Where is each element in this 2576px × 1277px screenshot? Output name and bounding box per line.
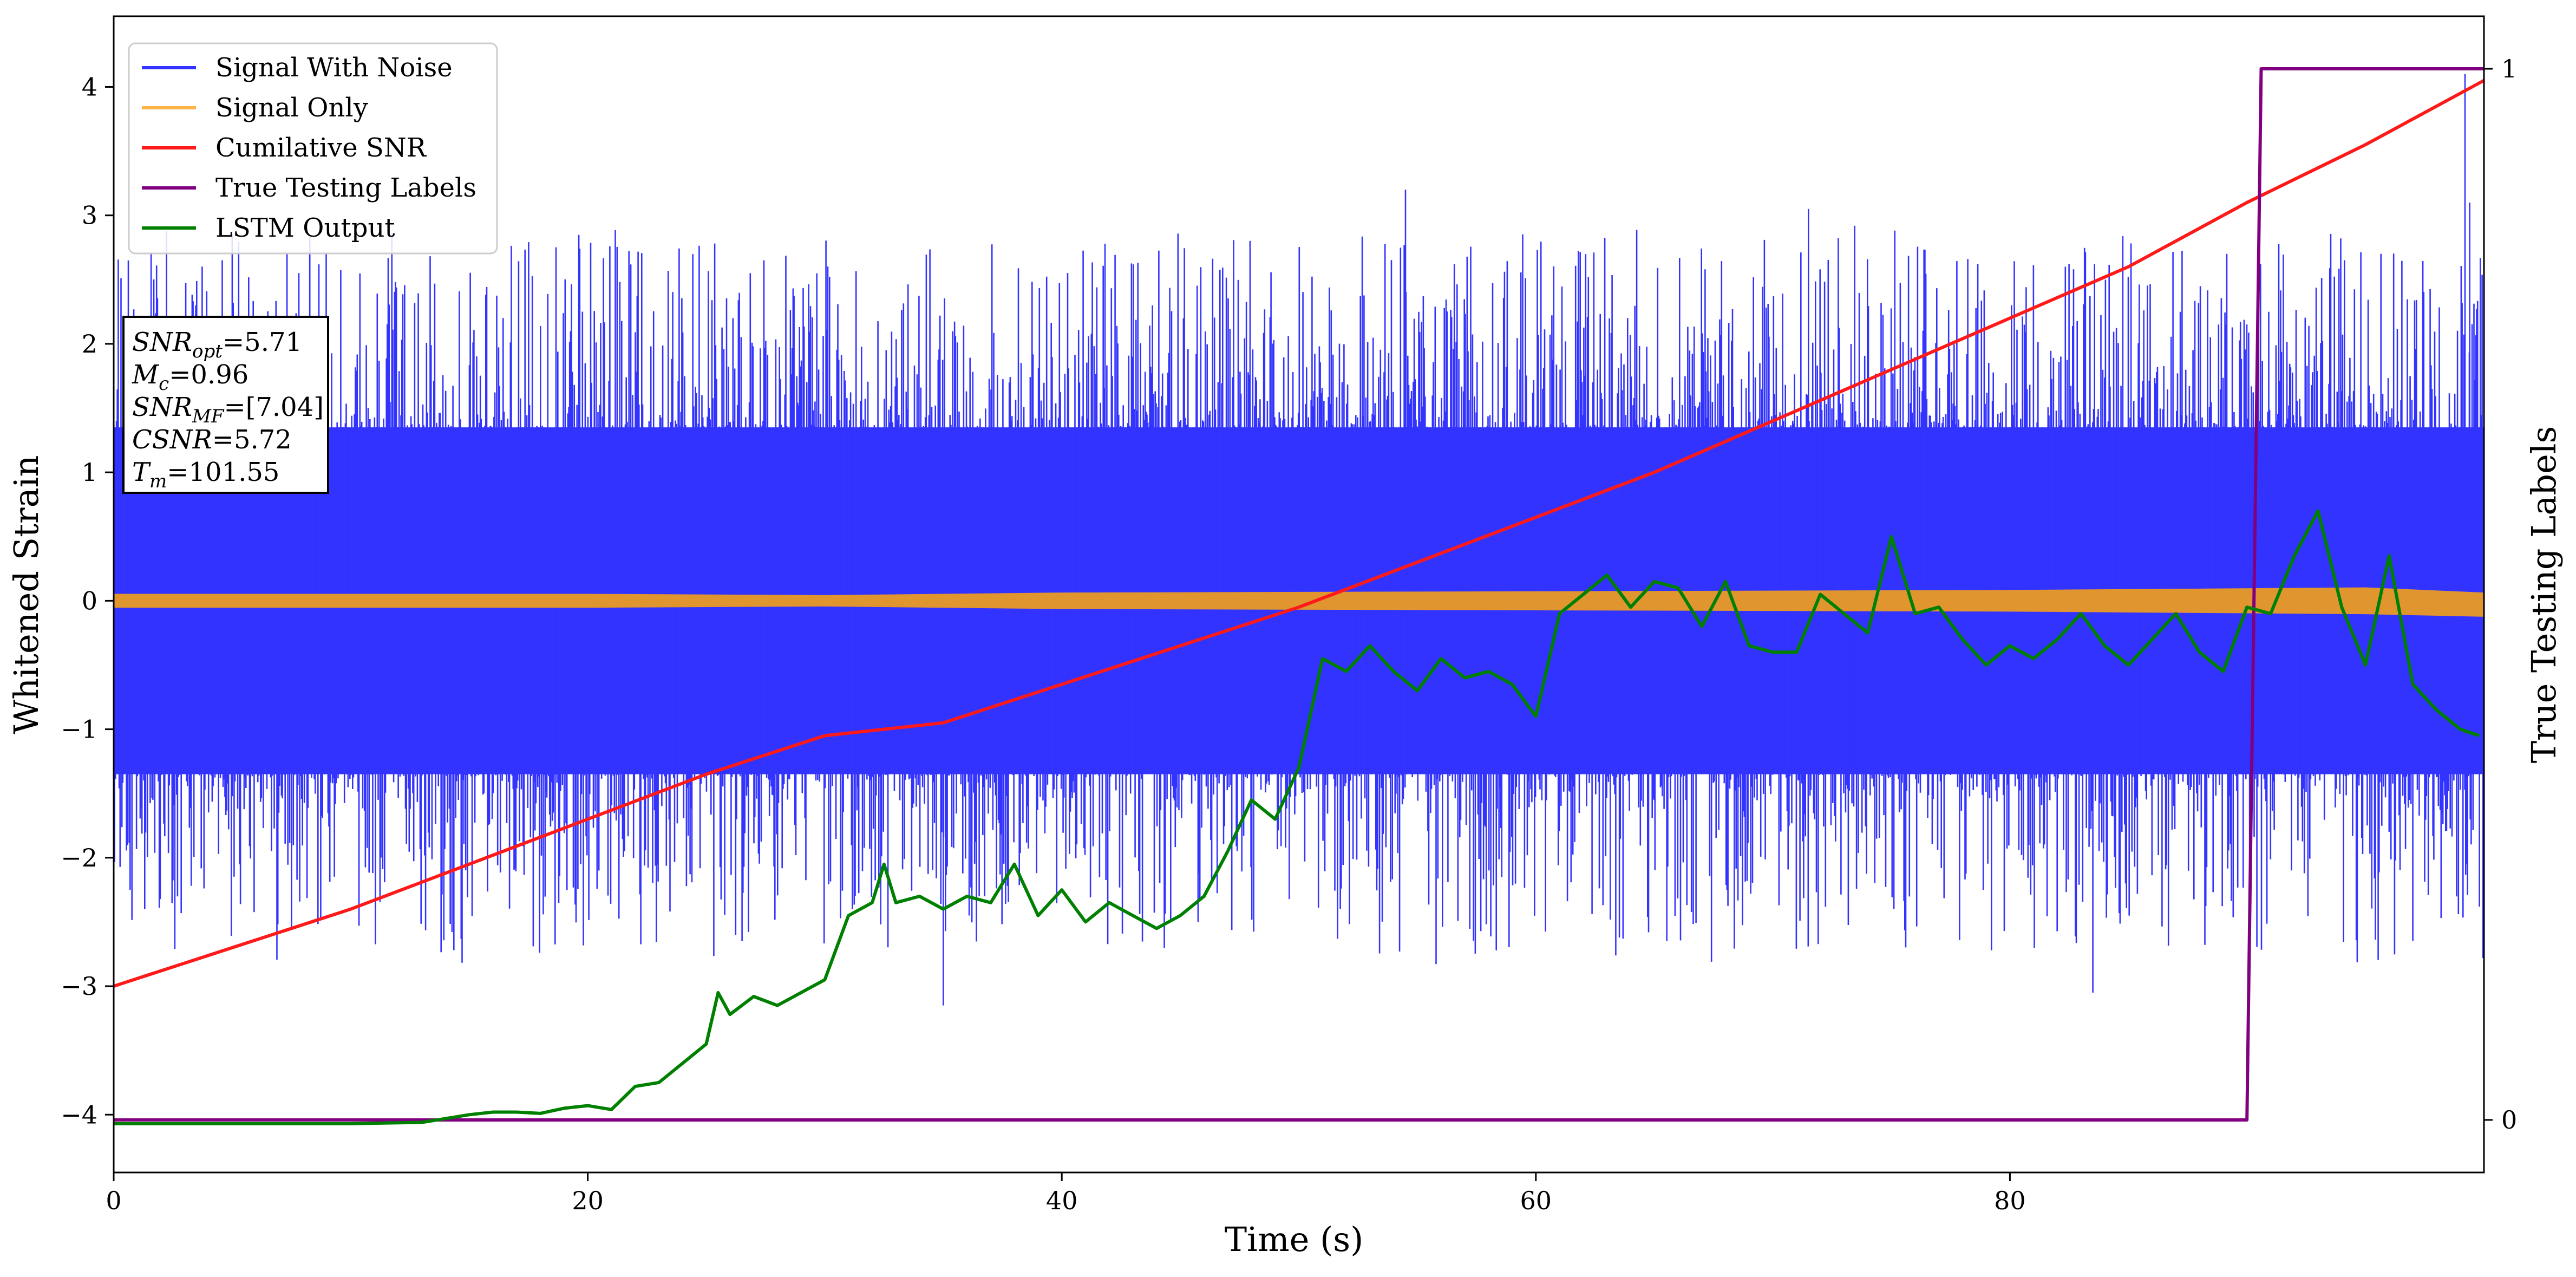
annotation-frame [122, 316, 329, 494]
y-left-tick-label: −3 [61, 972, 97, 1001]
annotation-line: Mc=0.96 [132, 360, 249, 395]
y-left-tick-label: −1 [61, 715, 97, 744]
x-tick-label: 0 [106, 1186, 121, 1215]
annotation-subscript: c [159, 373, 169, 395]
annotation-symbol: CSNR [132, 425, 212, 455]
annotation-symbol: SNR [132, 392, 192, 422]
legend: Signal With Noise Signal Only Cumilative S… [128, 42, 498, 255]
annotation-value: =0.96 [169, 360, 249, 390]
y-left-tick-label: 0 [82, 586, 97, 615]
annotation-line: Tm=101.55 [132, 457, 279, 492]
plot-area [114, 67, 2484, 1125]
annotation-line: SNRMF=[7.04] [132, 392, 324, 427]
annotation-box: SNRopt=5.71Mc=0.96SNRMF=[7.04]CSNR=5.72T… [122, 316, 329, 494]
legend-label: Cumilative SNR [215, 133, 427, 163]
series-lstm-output-line [114, 509, 2480, 1125]
series-signal-only-band [114, 587, 2484, 617]
legend-box [128, 42, 498, 255]
y-right-tick-label: 1 [2501, 54, 2517, 83]
annotation-value: =[7.04] [224, 392, 324, 422]
y-right-tick-label: 0 [2501, 1105, 2517, 1135]
annotation-line: CSNR=5.72 [132, 425, 292, 455]
y-left-tick-label: 3 [82, 201, 97, 230]
annotation-subscript: MF [192, 406, 225, 427]
annotation-symbol: SNR [132, 327, 192, 357]
x-tick-label: 20 [572, 1186, 604, 1215]
legend-label: Signal With Noise [215, 53, 453, 83]
annotation-subscript: m [149, 471, 167, 492]
annotation-subscript: opt [192, 341, 223, 362]
y-axis-label-right: True Testing Labels [2524, 426, 2564, 764]
y-left-tick-label: −4 [61, 1100, 97, 1129]
y-left-tick-label: 2 [82, 329, 97, 359]
legend-label: Signal Only [215, 93, 368, 123]
x-axis-label: Time (s) [1225, 1220, 1364, 1259]
legend-label: LSTM Output [215, 213, 395, 243]
annotation-value: =5.71 [223, 327, 302, 357]
annotation-value: =101.55 [167, 457, 279, 487]
annotation-symbol: M [132, 360, 160, 390]
y-left-tick-label: 1 [82, 458, 97, 487]
series-signal-with-noise-line [114, 74, 2484, 1006]
y-left-tick-label: −2 [61, 843, 97, 872]
annotation-symbol: T [132, 457, 151, 487]
plot-series-group [114, 67, 2484, 1125]
x-tick-label: 40 [1046, 1186, 1078, 1215]
legend-label: True Testing Labels [215, 173, 476, 203]
annotation-value: =5.72 [212, 425, 292, 455]
y-left-tick-label: 4 [82, 72, 97, 101]
series-true-testing-labels-line [114, 67, 2484, 1122]
y-axis-label-left: Whitened Strain [6, 455, 46, 734]
x-tick-label: 80 [1994, 1186, 2026, 1215]
plot-frame [113, 15, 2485, 1174]
legend-items: Signal With Noise Signal Only Cumilative S… [142, 53, 476, 243]
series-cumilative-snr-line [114, 79, 2484, 988]
x-tick-label: 60 [1520, 1186, 1552, 1215]
annotation-line: SNRopt=5.71 [132, 327, 302, 362]
annotation-lines: SNRopt=5.71Mc=0.96SNRMF=[7.04]CSNR=5.72T… [132, 327, 324, 492]
